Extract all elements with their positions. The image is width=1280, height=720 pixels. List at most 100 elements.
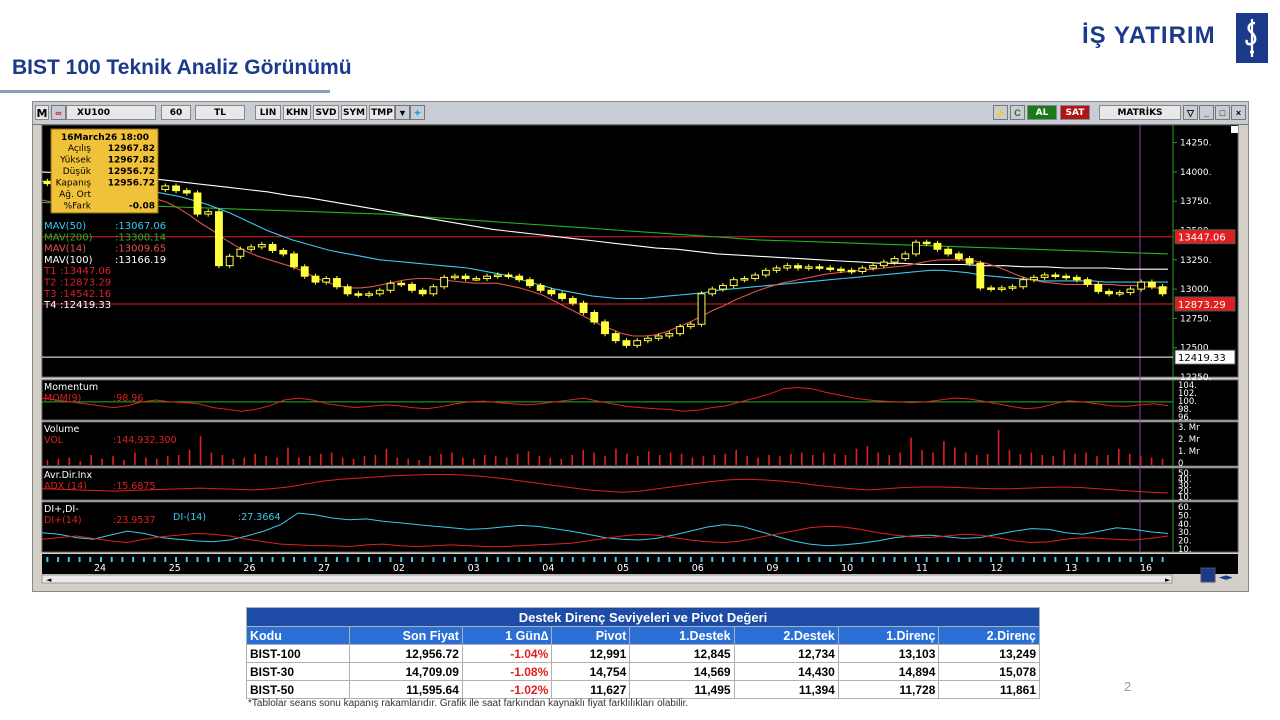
buy-button[interactable]: AL [1027, 105, 1057, 120]
date-axis-label: 11 [916, 563, 928, 574]
date-axis-tick [528, 557, 531, 562]
price-tag-background [1174, 349, 1236, 365]
lightning-icon[interactable]: ⚡ [993, 105, 1008, 120]
panel-legend-value: :98.96 [113, 393, 143, 404]
di-plus-line [41, 525, 1169, 548]
title-divider [0, 90, 330, 93]
currency-button[interactable]: TL [195, 105, 245, 120]
candle-body [1040, 274, 1049, 278]
candle-chart-button[interactable]: KHN [283, 105, 311, 120]
date-axis-tick [518, 557, 521, 562]
date-axis-tick [142, 557, 145, 562]
date-axis-tick [303, 557, 306, 562]
candle-body [1094, 283, 1103, 292]
sub-axis-label: 60. [1178, 503, 1192, 513]
close-icon[interactable]: × [1231, 105, 1246, 120]
line-chart-button[interactable]: LIN [255, 105, 281, 120]
candle-body [665, 333, 674, 337]
symbol-button[interactable]: SYM [341, 105, 367, 120]
date-axis-tick [990, 557, 993, 562]
refresh-icon[interactable]: C [1010, 105, 1025, 120]
candle-body [751, 274, 760, 280]
date-axis-label: 03 [468, 563, 480, 574]
candle-body [869, 265, 878, 269]
date-axis-label: 04 [542, 563, 554, 574]
ohlc-value: 12956.72 [108, 167, 155, 177]
brand-name: İŞ YATIRIM [1082, 22, 1216, 49]
price-chart[interactable]: 14250.14000.13750.13500.13250.13000.1275… [33, 102, 1248, 591]
ohlc-value: 12967.82 [108, 144, 155, 154]
dropdown-arrow-icon[interactable]: ▼ [395, 105, 410, 120]
ma-legend-label: T2 [43, 278, 56, 289]
link-icon[interactable]: ∞ [51, 105, 66, 120]
period-button[interactable]: 60 [161, 105, 191, 120]
price-tag-label: 12419.33 [1178, 353, 1226, 364]
column-header: Pivot [551, 626, 631, 645]
ma-legend-value: :13009.65 [115, 244, 166, 255]
price-axis-label: 13750. [1180, 197, 1212, 207]
candle-body [794, 265, 802, 269]
ohlc-value: -0.08 [129, 202, 155, 212]
sub-axis-label: 102. [1178, 389, 1197, 399]
candle-body [375, 289, 384, 295]
trading-terminal: 14250.14000.13750.13500.13250.13000.1275… [32, 101, 1249, 592]
candle-body [611, 333, 620, 342]
candle-body [558, 293, 567, 299]
date-axis-tick [121, 557, 124, 562]
symbol-field[interactable]: XU100 [66, 105, 156, 120]
date-axis-tick [797, 557, 800, 562]
twitter-icon[interactable]: ✦ [410, 105, 425, 120]
isbank-logo-icon [1236, 13, 1268, 63]
panel-title: Momentum [44, 382, 98, 393]
panel-background [41, 501, 1239, 553]
panel-legend-value: :15.6875 [113, 481, 156, 492]
chevron-down-icon[interactable]: ▽ [1183, 105, 1198, 120]
table-cell: -1.02% [461, 680, 553, 699]
date-axis-tick [657, 557, 660, 562]
panel-title: DI+,DI- [44, 504, 79, 515]
date-axis-tick [507, 557, 510, 562]
date-axis-tick [1108, 557, 1111, 562]
candle-body [686, 323, 695, 328]
save-button[interactable]: SVD [313, 105, 339, 120]
date-axis-tick [764, 557, 767, 562]
sub-axis-label: 30. [1178, 481, 1192, 491]
date-axis-tick [711, 557, 714, 562]
date-axis-tick [432, 557, 435, 562]
candle-body [654, 335, 663, 339]
date-axis-tick [389, 557, 392, 562]
candle-body [836, 268, 845, 272]
sell-button[interactable]: SAT [1060, 105, 1090, 120]
date-axis-tick [217, 557, 220, 562]
candle-body [976, 262, 985, 289]
date-axis-label: 12 [991, 563, 1003, 574]
ohlc-label: %Fark [64, 202, 92, 212]
date-axis-tick [132, 557, 135, 562]
date-axis-tick [550, 557, 553, 562]
di-minus-line [41, 512, 1169, 547]
sub-axis-label: 1. Mr [1178, 447, 1200, 457]
maximize-icon[interactable]: □ [1215, 105, 1230, 120]
minimize-icon[interactable]: _ [1199, 105, 1214, 120]
date-axis-tick [78, 557, 81, 562]
table-cell: 11,495 [629, 680, 735, 699]
date-axis-tick [335, 557, 338, 562]
matriks-brand: MATRİKS [1099, 105, 1181, 120]
candle-body [472, 278, 481, 281]
footnote: *Tablolar seans sonu kapanış rakamlarıdı… [248, 698, 689, 709]
sub-axis-label: 30. [1178, 528, 1192, 538]
candle-body [633, 340, 642, 346]
template-button[interactable]: TMP [369, 105, 395, 120]
date-axis-label: 09 [766, 563, 778, 574]
ma-legend-value: :12873.29 [60, 278, 111, 289]
sub-axis-label: 96. [1178, 413, 1192, 423]
ma-legend-value: :13300.14 [115, 232, 166, 243]
candle-body [461, 275, 470, 280]
date-axis-tick [325, 557, 328, 562]
date-axis-tick [1150, 557, 1153, 562]
table-cell: 14,754 [551, 662, 631, 681]
candle-body [547, 289, 556, 295]
column-header: 1 Gün∆ [461, 626, 553, 645]
date-axis-tick [1000, 557, 1003, 562]
candle-body [182, 190, 191, 194]
